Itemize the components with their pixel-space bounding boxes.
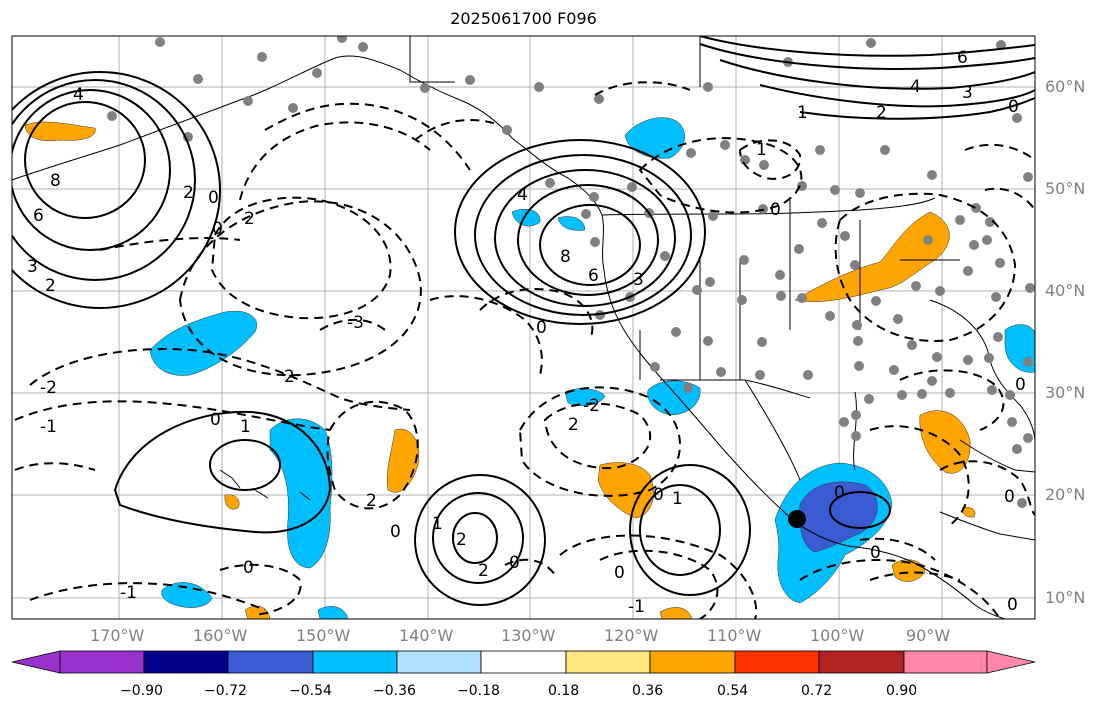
lat-label: 10°N (1045, 588, 1086, 607)
colorbar-segment (143, 650, 229, 674)
contour-label: 0 (1004, 487, 1015, 507)
map-title: 2025061700 F096 (450, 9, 597, 28)
colorbar-segment (11, 650, 61, 674)
contour-label: 6 (588, 266, 599, 286)
colorbar-segment (734, 650, 820, 674)
contour-label: 2 (183, 183, 194, 203)
shaded-orange-areas (24, 121, 976, 619)
contour-label: 0 (210, 410, 221, 430)
contour-label: 2 (876, 103, 887, 123)
colorbar-segment (480, 650, 567, 674)
colorbar-segment (227, 650, 314, 674)
contour-label: 2 (244, 209, 255, 229)
contour-label: -1 (120, 583, 137, 603)
colorbar (11, 650, 1036, 674)
contour-label: 3 (27, 257, 38, 277)
lon-label: 170°W (90, 626, 145, 645)
lat-label: 60°N (1045, 77, 1086, 96)
contour-label: 1 (797, 103, 808, 123)
contour-label: 2 (366, 491, 377, 511)
lon-label: 100°W (810, 626, 865, 645)
contour-label: 4 (910, 77, 921, 97)
contour-label: 0 (243, 558, 254, 578)
contour-label: 8 (50, 171, 61, 191)
coastlines (12, 36, 1035, 619)
contour-label: -1 (628, 597, 645, 617)
lon-label: 110°W (707, 626, 762, 645)
lat-label: 50°N (1045, 179, 1086, 198)
colorbar-label: −0.54 (289, 683, 332, 699)
colorbar-segment (312, 650, 398, 674)
contour-label: 1 (672, 489, 683, 509)
contour-label: 0 (1015, 375, 1026, 395)
contour-label: 2 (284, 367, 295, 387)
colorbar-label: −0.36 (373, 683, 416, 699)
solid-contours (12, 36, 1035, 606)
contour-label: 3 (962, 83, 973, 103)
colorbar-label: 0.54 (717, 683, 749, 699)
colorbar-segment (396, 650, 482, 674)
colorbar-label: −0.90 (120, 683, 163, 699)
colorbar-label: −0.72 (204, 683, 247, 699)
contour-label: -1 (40, 417, 57, 437)
lon-label: 140°W (399, 626, 454, 645)
colorbar-segment (649, 650, 736, 674)
colorbar-segment (986, 650, 1036, 674)
contour-label: -2 (583, 396, 600, 416)
contour-label: 1 (756, 140, 767, 160)
contour-label: 4 (73, 85, 84, 105)
contour-label: 0 (614, 563, 625, 583)
contour-label: 0 (390, 522, 401, 542)
colorbar-segment (818, 650, 905, 674)
contour-label: 0 (1007, 595, 1018, 615)
contour-label: 0 (653, 485, 664, 505)
lon-label: 130°W (501, 626, 556, 645)
contour-label: 0 (770, 200, 781, 220)
colorbar-label: 0.72 (801, 683, 833, 699)
contour-label: 0 (1008, 97, 1019, 117)
contour-labels: 4 8 6 3 2 0 2 0 2 4 8 6 3 0 -3 2 -2 -1 0… (27, 48, 1026, 617)
map-frame (11, 35, 1036, 620)
colorbar-label: 0.36 (632, 683, 664, 699)
lat-label: 20°N (1045, 485, 1086, 504)
contour-label: 6 (33, 206, 44, 226)
colorbar-segment (59, 650, 145, 674)
contour-label: 1 (432, 514, 443, 534)
contour-label: 0 (208, 188, 219, 208)
colorbar-label: −0.18 (457, 683, 500, 699)
contour-label: 2 (568, 415, 579, 435)
contour-label: 4 (517, 185, 528, 205)
contour-label: 0 (536, 318, 547, 338)
colorbar-label: 0.18 (548, 683, 580, 699)
colorbar-label: 0.90 (886, 683, 918, 699)
lon-label: 150°W (296, 626, 351, 645)
location-marker (788, 510, 806, 528)
contour-label: 1 (240, 417, 251, 437)
contour-label: -2 (40, 378, 57, 398)
contour-label: 0 (212, 219, 223, 239)
dashed-contours (14, 81, 1035, 619)
lon-label: 160°W (193, 626, 248, 645)
contour-label: 0 (509, 553, 520, 573)
lat-label: 40°N (1045, 281, 1086, 300)
colorbar-segment (903, 650, 988, 674)
lon-label: 90°W (906, 626, 951, 645)
contour-label: 2 (478, 561, 489, 581)
lat-label: 30°N (1045, 383, 1086, 402)
contour-label: -3 (347, 313, 364, 333)
lon-label: 120°W (604, 626, 659, 645)
contour-label: 8 (560, 247, 571, 267)
contour-label: 0 (870, 543, 881, 563)
contour-label: 2 (45, 276, 56, 296)
contour-label: 0 (834, 483, 845, 503)
colorbar-segment (565, 650, 651, 674)
contour-label: 6 (957, 48, 968, 68)
shaded-medium-blue-area (799, 481, 878, 553)
contour-label: 3 (633, 270, 644, 290)
contour-label: 2 (456, 530, 467, 550)
